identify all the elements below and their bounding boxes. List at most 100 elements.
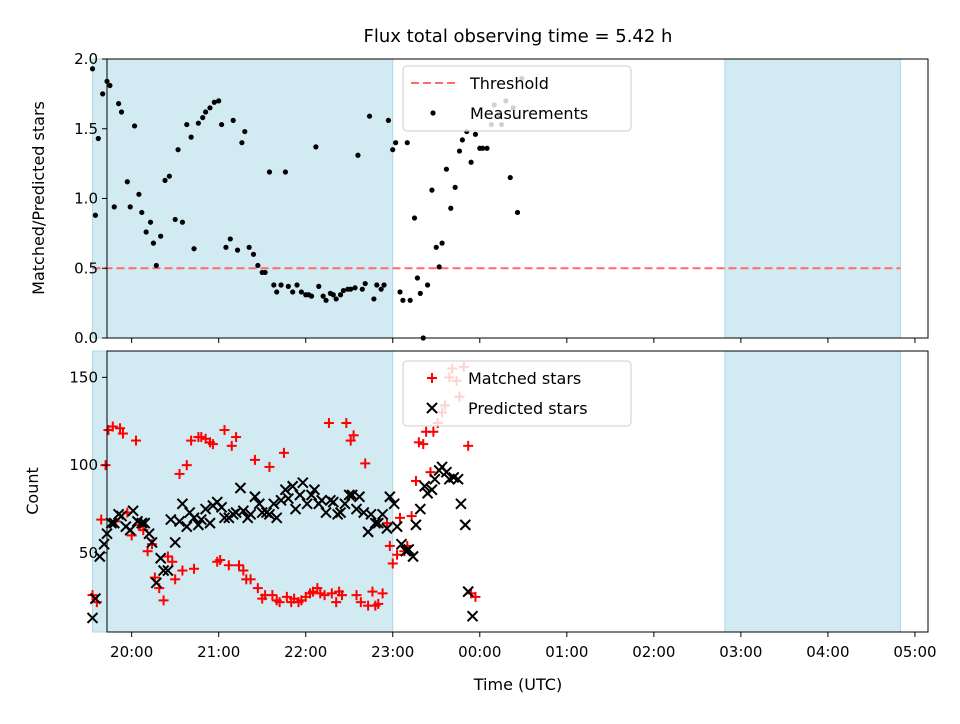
predicted-star-marker <box>162 564 174 577</box>
top-y-axis-label: Matched/Predicted stars <box>29 101 48 295</box>
measurement-point <box>200 114 206 121</box>
bottom-x-tick-label: 20:00 <box>110 643 153 661</box>
predicted-star-marker <box>369 517 382 529</box>
predicted-star-marker <box>192 519 205 531</box>
predicted-star-marker <box>395 538 408 550</box>
legend-threshold-label: Threshold <box>469 74 549 93</box>
measurement-point <box>234 247 241 253</box>
predicted-star-marker <box>353 491 366 503</box>
measurement-point <box>246 244 252 250</box>
measurement-point <box>371 296 377 302</box>
legend-matched-swatch <box>427 373 437 383</box>
measurement-point <box>397 289 403 295</box>
predicted-star-marker <box>89 592 102 605</box>
measurement-point <box>211 99 217 105</box>
legend-predicted-swatch <box>426 402 438 414</box>
matched-star-marker <box>384 540 395 551</box>
matched-star-marker <box>249 454 260 465</box>
measurement-point <box>92 212 98 218</box>
bottom-x-tick-label: 02:00 <box>632 643 675 661</box>
matched-star-marker <box>215 554 226 565</box>
measurement-point <box>136 191 142 197</box>
predicted-star-marker <box>308 484 321 496</box>
matched-star-marker <box>348 430 359 441</box>
measurement-point <box>484 145 490 151</box>
bottom-y-axis-label: Count <box>23 467 42 515</box>
predicted-star-marker <box>466 610 479 622</box>
matched-star-marker <box>418 439 429 450</box>
measurement-point <box>323 297 329 303</box>
predicted-star-marker <box>268 498 280 510</box>
matched-star-marker <box>238 565 249 576</box>
measurement-point <box>274 289 280 295</box>
bottom-plot-frame <box>106 350 929 633</box>
predicted-star-marker <box>124 524 136 536</box>
predicted-star-marker <box>176 498 189 510</box>
measurement-point <box>472 131 479 137</box>
predicted-star-marker <box>384 491 396 503</box>
measurement-point <box>352 285 358 291</box>
bottom-y-tick-label: 100 <box>69 456 98 474</box>
measurement-point <box>127 204 133 210</box>
measurement-point <box>452 184 458 190</box>
predicted-star-marker <box>350 503 363 515</box>
matched-star-marker <box>360 458 371 469</box>
matched-star-marker <box>331 597 342 608</box>
predicted-star-marker <box>173 515 186 528</box>
matched-star-marker <box>267 590 278 601</box>
predicted-star-marker <box>440 466 453 478</box>
predicted-star-marker <box>410 519 422 531</box>
matched-star-marker <box>174 468 185 479</box>
matched-star-marker <box>264 461 275 472</box>
predicted-star-marker <box>204 517 216 529</box>
predicted-star-marker <box>391 520 403 533</box>
matched-star-marker <box>177 565 188 576</box>
legend-matched-label: Matched stars <box>468 369 581 388</box>
matched-star-marker <box>226 440 237 451</box>
bottom-x-tick-label: 01:00 <box>545 643 588 661</box>
bottom-y-tick-label: 50 <box>79 544 98 562</box>
top-y-tick-label: 1.0 <box>74 190 98 208</box>
measurement-point <box>131 123 138 129</box>
measurement-point <box>172 216 178 223</box>
predicted-star-marker <box>136 517 148 529</box>
predicted-star-marker <box>282 492 295 505</box>
measurement-point <box>95 135 101 142</box>
predicted-star-marker <box>301 498 313 510</box>
predicted-star-marker <box>452 473 464 485</box>
measurement-point <box>166 173 172 179</box>
matched-star-marker <box>115 423 126 434</box>
measurement-point <box>433 244 439 250</box>
predicted-star-marker <box>279 484 292 496</box>
predicted-star-marker <box>381 522 393 535</box>
predicted-star-marker <box>388 498 400 510</box>
predicted-star-marker <box>372 517 384 529</box>
legend-measurements-swatch <box>430 110 436 116</box>
measurement-point <box>436 264 442 270</box>
measurement-point <box>480 145 486 151</box>
measurement-point <box>333 296 339 302</box>
measurement-point <box>468 159 474 165</box>
matched-star-marker <box>146 539 157 550</box>
top-shaded-interval <box>91 58 394 339</box>
measurement-point <box>411 215 418 221</box>
measurement-point <box>153 262 159 269</box>
matched-star-marker <box>373 598 384 609</box>
matched-star-marker <box>158 595 169 606</box>
legend-measurements-label: Measurements <box>470 104 588 123</box>
predicted-star-marker <box>195 513 207 526</box>
bottom-shaded-interval <box>724 350 901 633</box>
measurement-point <box>337 292 344 298</box>
measurement-point <box>89 66 96 72</box>
top-legend: Threshold Measurements <box>402 65 632 132</box>
measurement-point <box>266 169 273 175</box>
measurement-point <box>191 246 197 252</box>
measurement-point <box>290 289 296 295</box>
matched-star-marker <box>345 435 356 446</box>
top-y-tick-label: 0.5 <box>74 259 98 277</box>
measurement-point <box>514 209 521 216</box>
legend-predicted-label: Predicted stars <box>468 399 588 418</box>
matched-star-marker <box>189 563 200 574</box>
matched-star-marker <box>96 514 107 525</box>
measurement-point <box>203 109 209 115</box>
